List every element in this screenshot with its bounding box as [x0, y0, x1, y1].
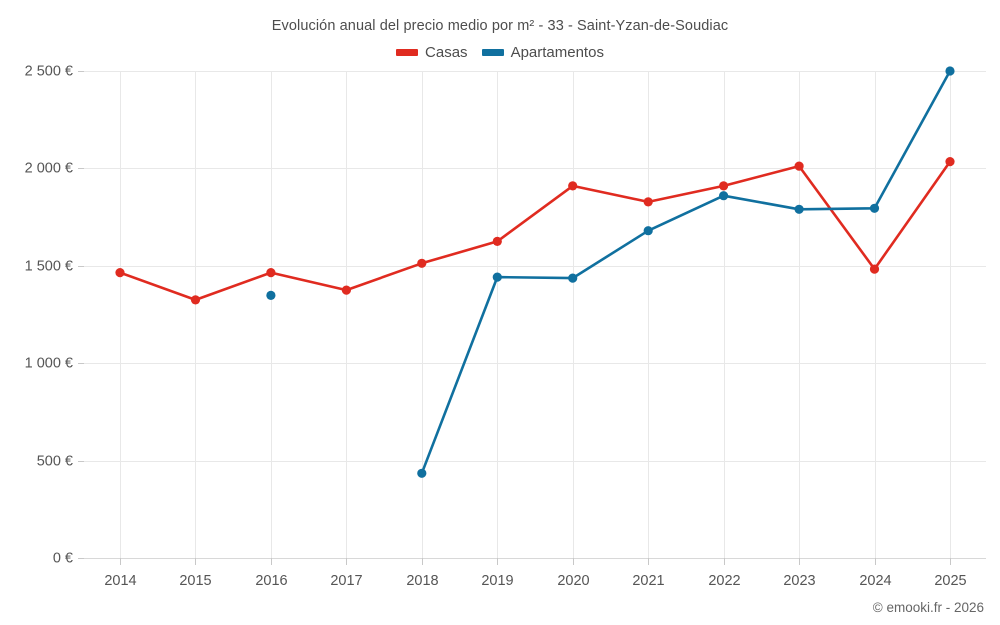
data-point[interactable]	[417, 468, 427, 478]
x-axis-tick-label: 2020	[557, 573, 589, 589]
data-point[interactable]	[869, 203, 880, 213]
x-axis-tick-label: 2021	[632, 573, 664, 589]
x-axis-tick-label: 2025	[934, 573, 966, 589]
y-axis-tick-label: 2 000 €	[25, 160, 73, 176]
data-point[interactable]	[417, 258, 427, 268]
data-point[interactable]	[266, 290, 276, 300]
data-point[interactable]	[719, 181, 729, 191]
y-axis-tick-label: 500 €	[37, 453, 73, 469]
data-point[interactable]	[643, 197, 653, 207]
x-axis-tick-label: 2016	[255, 573, 287, 589]
chart-title: Evolución anual del precio medio por m² …	[271, 18, 729, 34]
data-point[interactable]	[492, 272, 502, 282]
data-point[interactable]	[869, 264, 880, 274]
data-point[interactable]	[794, 204, 804, 214]
legend-swatch-apartamentos	[481, 49, 504, 56]
chart-legend: Casas Apartamentos	[0, 45, 1000, 60]
series-line-casas	[118, 160, 952, 302]
legend-label-casas: Casas	[425, 44, 468, 61]
x-axis-tick-label: 2015	[179, 573, 211, 589]
x-axis-tick-label: 2023	[783, 573, 815, 589]
y-axis-tick-label: 0 €	[53, 550, 73, 566]
legend-label-apartamentos: Apartamentos	[510, 44, 604, 61]
x-axis-tick-label: 2019	[481, 573, 513, 589]
data-point[interactable]	[945, 66, 955, 76]
data-point[interactable]	[266, 268, 276, 278]
data-point[interactable]	[719, 191, 729, 201]
legend-item-casas[interactable]: Casas	[396, 45, 468, 60]
x-axis-tick-label: 2018	[406, 573, 438, 589]
data-point[interactable]	[945, 157, 955, 167]
data-point[interactable]	[492, 236, 502, 246]
x-axis-tick-label: 2017	[330, 573, 362, 589]
legend-swatch-casas	[396, 49, 419, 56]
x-axis-tick-label: 2024	[859, 573, 891, 589]
footer-credit: © emooki.fr - 2026	[872, 600, 984, 615]
y-axis-tick-label: 1 500 €	[25, 258, 73, 274]
legend-item-apartamentos[interactable]: Apartamentos	[481, 44, 604, 61]
y-axis-tick-label: 2 500 €	[25, 63, 73, 79]
data-point[interactable]	[341, 285, 351, 295]
x-axis-tick-label: 2014	[104, 573, 136, 589]
data-point[interactable]	[794, 161, 804, 171]
data-point[interactable]	[643, 226, 653, 236]
data-point[interactable]	[568, 273, 578, 283]
data-point[interactable]	[115, 268, 125, 278]
data-point[interactable]	[568, 181, 578, 191]
series-line-apartamentos	[420, 69, 952, 475]
data-point[interactable]	[190, 295, 201, 305]
y-axis-tick-label: 1 000 €	[25, 355, 73, 371]
x-axis-tick-label: 2022	[708, 573, 740, 589]
